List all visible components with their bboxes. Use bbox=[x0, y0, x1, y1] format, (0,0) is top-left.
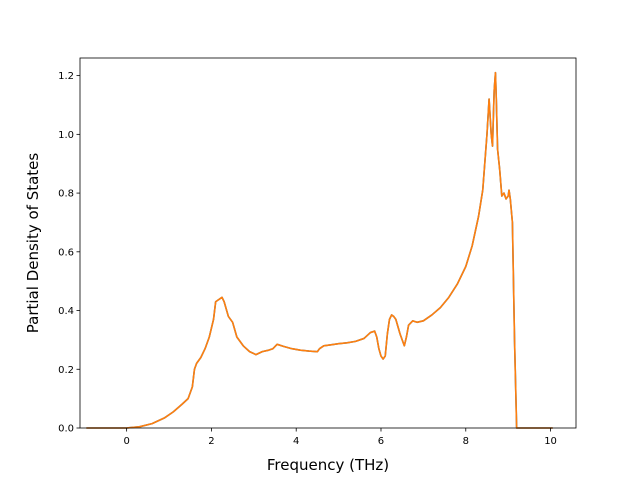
y-tick-label: 1.2 bbox=[58, 71, 74, 82]
y-tick-label: 0.4 bbox=[58, 306, 74, 317]
x-tick-label: 4 bbox=[293, 436, 299, 447]
plot-frame bbox=[79, 57, 577, 429]
plot-area bbox=[80, 58, 576, 428]
y-axis-title: Partial Density of States bbox=[24, 153, 42, 334]
x-tick-label: 2 bbox=[208, 436, 214, 447]
x-tick-label: 0 bbox=[123, 436, 129, 447]
y-tick-label: 0.8 bbox=[58, 189, 74, 200]
y-tick-label: 0.2 bbox=[58, 365, 74, 376]
y-axis: 0.0 0.2 0.4 0.6 0.8 1.0 1.2 bbox=[58, 71, 80, 435]
x-tick-label: 6 bbox=[378, 436, 384, 447]
y-tick-label: 0.6 bbox=[58, 247, 74, 258]
y-tick-label: 0.0 bbox=[58, 424, 74, 435]
x-tick-label: 8 bbox=[463, 436, 469, 447]
x-tick-label: 10 bbox=[544, 436, 557, 447]
x-axis-title: Frequency (THz) bbox=[267, 456, 389, 474]
y-tick-label: 1.0 bbox=[58, 130, 74, 141]
series-line-2 bbox=[86, 71, 553, 429]
x-axis: 0 2 4 6 8 10 bbox=[123, 428, 557, 447]
series-layer bbox=[86, 71, 553, 429]
